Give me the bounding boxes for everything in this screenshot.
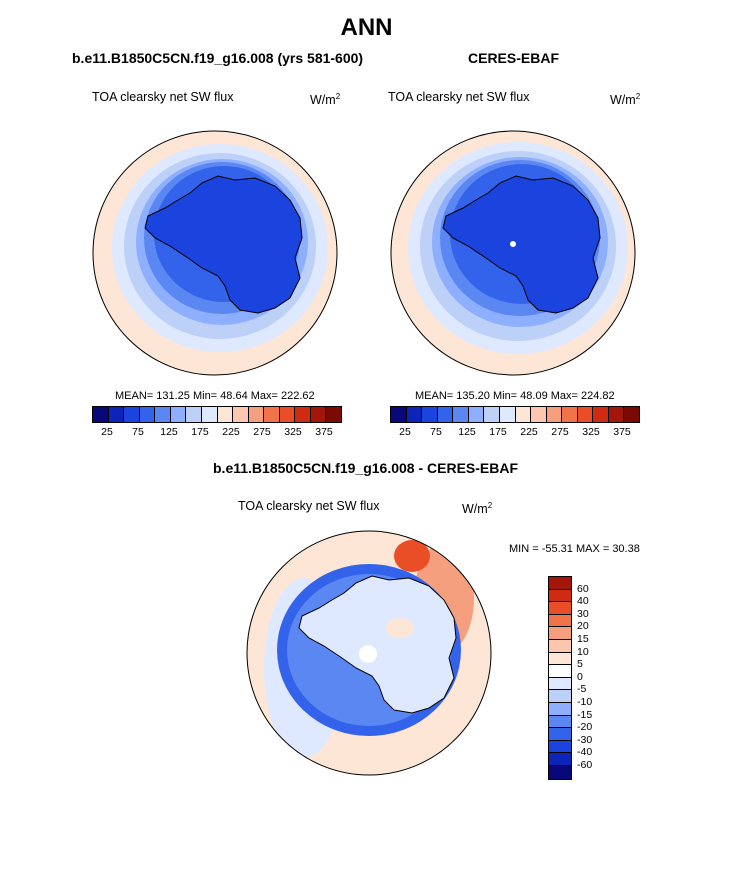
panel1-colorbar-ticks: 25 75 125 175 225 275 325 375: [92, 426, 342, 440]
panel3-stats: MIN = -55.31 MAX = 30.38: [509, 543, 640, 555]
panel2-tick: 275: [551, 426, 569, 438]
panel3-colorbar-ticks: 60 40 30 20 15 10 5 0 -5 -10 -15 -20 -30…: [577, 576, 617, 778]
panel3-tick: 0: [577, 670, 583, 683]
panel2-tick: 375: [613, 426, 631, 438]
panel3-tick: 30: [577, 607, 589, 620]
panel3-pole-missing: [359, 645, 377, 663]
panel2-tick: 325: [582, 426, 600, 438]
panel3-tick: 5: [577, 658, 583, 671]
panel3-units: W/m2: [462, 501, 493, 517]
panel1-tick: 275: [253, 426, 271, 438]
figure-title: ANN: [340, 14, 393, 41]
panel2-tick: 225: [520, 426, 538, 438]
panel2-pole-missing: [510, 241, 516, 247]
panel1-units: W/m2: [310, 92, 341, 108]
panel3-title: b.e11.B1850C5CN.f19_g16.008 - CERES-EBAF: [213, 460, 519, 476]
panel1-antarctica: [144, 175, 303, 314]
panel1-map: [92, 130, 338, 376]
panel2-stats: MEAN= 135.20 Min= 48.09 Max= 224.82: [415, 390, 615, 402]
panel2-tick: 175: [489, 426, 507, 438]
panel1-tick: 75: [132, 426, 144, 438]
panel1-tick: 375: [315, 426, 333, 438]
panel2-tick: 25: [399, 426, 411, 438]
panel3-tick: -15: [577, 708, 593, 721]
panel3-antarctica: [298, 575, 457, 714]
panel2-title: CERES-EBAF: [468, 50, 560, 66]
panel3-tick: 15: [577, 633, 589, 645]
panel1-tick: 225: [222, 426, 240, 438]
panel2-tick: 75: [430, 426, 442, 438]
panel3-tick: 10: [577, 645, 589, 658]
panel1-variable: TOA clearsky net SW flux: [92, 90, 234, 104]
panel2-colorbar: [390, 406, 640, 423]
panel3-red-max: [394, 540, 430, 572]
panel2-variable: TOA clearsky net SW flux: [388, 90, 530, 104]
panel2-units: W/m2: [610, 92, 641, 108]
panel1-tick: 25: [101, 426, 113, 438]
panel3-tick: -10: [577, 696, 593, 708]
panel2-colorbar-ticks: 25 75 125 175 225 275 325 375: [390, 426, 640, 440]
panel3-tick: -60: [577, 759, 593, 771]
panel3-tick: -40: [577, 746, 593, 759]
panel3-tick: 40: [577, 595, 589, 608]
panel2-map: [390, 130, 636, 376]
panel1-tick: 175: [191, 426, 209, 438]
panel1-colorbar: [92, 406, 342, 423]
panel1-tick: 325: [284, 426, 302, 438]
panel3-colorbar: [548, 576, 572, 780]
panel3-map: [246, 530, 492, 776]
panel1-stats: MEAN= 131.25 Min= 48.64 Max= 222.62: [115, 390, 315, 402]
panel3-continent-positive: [386, 618, 414, 638]
panel1-title: b.e11.B1850C5CN.f19_g16.008 (yrs 581-600…: [72, 50, 364, 66]
panel3-tick: 60: [577, 582, 589, 595]
panel2-antarctica: [442, 175, 601, 314]
panel1-tick: 125: [160, 426, 178, 438]
panel3-tick: 20: [577, 620, 589, 633]
panel3-tick: -30: [577, 733, 593, 746]
panel3-variable: TOA clearsky net SW flux: [238, 499, 380, 513]
panel3-tick: -20: [577, 721, 593, 734]
panel3-tick: -5: [577, 683, 587, 696]
panel2-tick: 125: [458, 426, 476, 438]
